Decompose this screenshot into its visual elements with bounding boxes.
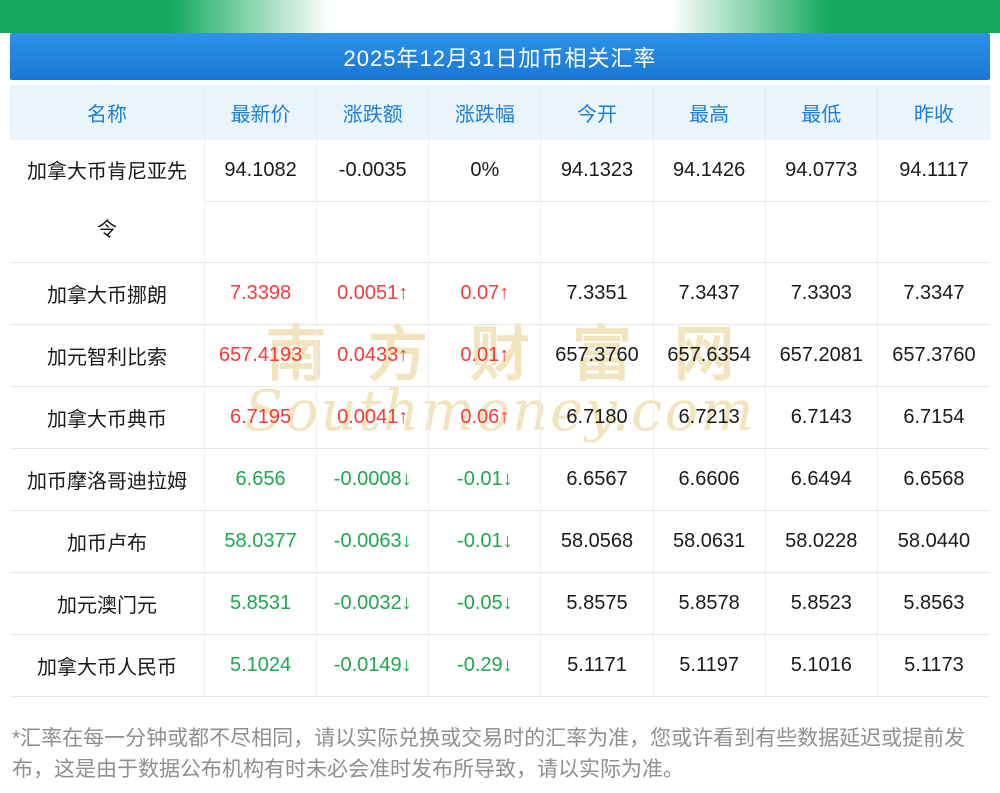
high-price: 94.1426 xyxy=(654,140,766,201)
low-price: 5.8523 xyxy=(766,573,878,634)
currency-pair-name: 加币摩洛哥迪拉姆 xyxy=(10,449,205,510)
low-price: 94.0773 xyxy=(766,140,878,201)
high-price: 5.8578 xyxy=(654,573,766,634)
change-percent: -0.01↓ xyxy=(429,511,542,572)
empty-cell xyxy=(877,201,990,262)
currency-pair-name: 加拿大币挪朗 xyxy=(10,263,205,324)
empty-cell xyxy=(541,201,654,262)
change-amount: -0.0032↓ xyxy=(317,573,430,634)
empty-cell xyxy=(317,201,430,262)
latest-price: 7.3398 xyxy=(205,263,318,324)
high-price: 6.7213 xyxy=(654,387,766,448)
change-percent: 0.07↑ xyxy=(429,263,542,324)
column-header-change: 涨跌额 xyxy=(317,85,430,140)
table-row: 加元澳门元 5.8531 -0.0032↓ -0.05↓ 5.8575 5.85… xyxy=(10,573,990,635)
open-price: 6.7180 xyxy=(541,387,654,448)
high-price: 6.6606 xyxy=(654,449,766,510)
currency-pair-name: 加拿大币人民币 xyxy=(10,635,205,696)
change-percent: 0.06↑ xyxy=(429,387,542,448)
currency-pair-name: 加元澳门元 xyxy=(10,573,205,634)
high-price: 7.3437 xyxy=(654,263,766,324)
change-amount: -0.0063↓ xyxy=(317,511,430,572)
column-header-open: 今开 xyxy=(541,85,654,140)
currency-pair-name: 加拿大币肯尼亚先令 xyxy=(10,140,205,262)
open-price: 94.1323 xyxy=(541,140,654,201)
prev-close-price: 58.0440 xyxy=(897,530,971,552)
column-header-high: 最高 xyxy=(654,85,766,140)
column-header-name: 名称 xyxy=(10,85,205,140)
table-row: 加币摩洛哥迪拉姆 6.656 -0.0008↓ -0.01↓ 6.6567 6.… xyxy=(10,449,990,511)
top-decoration-strip xyxy=(0,0,1000,33)
latest-price: 657.4193 xyxy=(205,325,318,386)
latest-price: 5.8531 xyxy=(205,573,318,634)
low-price: 58.0228 xyxy=(766,511,878,572)
exchange-rates-table: 名称 最新价 涨跌额 涨跌幅 今开 最高 最低 昨收 加拿大币肯尼亚先令 94.… xyxy=(10,85,990,697)
open-price: 657.3760 xyxy=(541,325,654,386)
table-row: 加拿大币挪朗 7.3398 0.0051↑ 0.07↑ 7.3351 7.343… xyxy=(10,263,990,325)
table-row: 加拿大币典币 6.7195 0.0041↑ 0.06↑ 6.7180 6.721… xyxy=(10,387,990,449)
prev-close-price: 6.6568 xyxy=(903,468,965,490)
change-amount: 0.0051↑ xyxy=(317,263,430,324)
open-price: 5.8575 xyxy=(541,573,654,634)
empty-cell xyxy=(429,201,542,262)
open-price: 58.0568 xyxy=(541,511,654,572)
change-amount: -0.0149↓ xyxy=(317,635,430,696)
change-percent: -0.01↓ xyxy=(429,449,542,510)
prev-close-price: 94.1117 xyxy=(899,159,969,181)
empty-cell xyxy=(205,201,318,262)
currency-pair-name: 加拿大币典币 xyxy=(10,387,205,448)
latest-price: 58.0377 xyxy=(205,511,318,572)
change-amount: 0.0433↑ xyxy=(317,325,430,386)
change-percent: -0.05↓ xyxy=(429,573,542,634)
open-price: 7.3351 xyxy=(541,263,654,324)
disclaimer-text: *汇率在每一分钟或都不尽相同，请以实际兑换或交易时的汇率为准，您或许看到有些数据… xyxy=(12,727,966,781)
high-price: 5.1197 xyxy=(654,635,766,696)
latest-price: 6.7195 xyxy=(205,387,318,448)
low-price: 657.2081 xyxy=(766,325,878,386)
currency-pair-name: 加币卢布 xyxy=(10,511,205,572)
currency-pair-name: 加元智利比索 xyxy=(10,325,205,386)
low-price: 6.6494 xyxy=(766,449,878,510)
empty-cell xyxy=(653,201,766,262)
column-header-low: 最低 xyxy=(766,85,878,140)
high-price: 58.0631 xyxy=(654,511,766,572)
column-header-prev-close: 昨收 xyxy=(913,104,954,126)
prev-close-price: 5.8563 xyxy=(903,592,965,614)
empty-cell xyxy=(765,201,878,262)
table-header-row: 名称 最新价 涨跌额 涨跌幅 今开 最高 最低 昨收 xyxy=(10,85,990,140)
prev-close-price: 5.1173 xyxy=(904,654,964,676)
low-price: 5.1016 xyxy=(766,635,878,696)
low-price: 6.7143 xyxy=(766,387,878,448)
change-amount: -0.0035 xyxy=(317,140,430,201)
title-bar: 2025年12月31日加币相关汇率 xyxy=(10,33,990,80)
low-price: 7.3303 xyxy=(766,263,878,324)
latest-price: 5.1024 xyxy=(205,635,318,696)
change-percent: -0.29↓ xyxy=(429,635,542,696)
high-price: 657.6354 xyxy=(654,325,766,386)
change-percent: 0.01↑ xyxy=(429,325,542,386)
change-amount: -0.0008↓ xyxy=(317,449,430,510)
open-price: 5.1171 xyxy=(541,635,654,696)
prev-close-price: 657.3760 xyxy=(892,344,976,366)
change-percent: 0% xyxy=(429,140,542,201)
open-price: 6.6567 xyxy=(541,449,654,510)
change-amount: 0.0041↑ xyxy=(317,387,430,448)
prev-close-price: 6.7154 xyxy=(903,406,965,428)
page-title: 2025年12月31日加币相关汇率 xyxy=(343,45,657,71)
latest-price: 94.1082 xyxy=(205,140,318,201)
table-row: 加元智利比索 657.4193 0.0433↑ 0.01↑ 657.3760 6… xyxy=(10,325,990,387)
latest-price: 6.656 xyxy=(205,449,318,510)
column-header-latest: 最新价 xyxy=(205,85,318,140)
prev-close-price: 7.3347 xyxy=(903,282,965,304)
table-row: 加拿大币人民币 5.1024 -0.0149↓ -0.29↓ 5.1171 5.… xyxy=(10,635,990,697)
table-row: 加币卢布 58.0377 -0.0063↓ -0.01↓ 58.0568 58.… xyxy=(10,511,990,573)
table-row: 加拿大币肯尼亚先令 94.1082 -0.0035 0% 94.1323 94.… xyxy=(10,140,990,263)
column-header-change-pct: 涨跌幅 xyxy=(429,85,542,140)
